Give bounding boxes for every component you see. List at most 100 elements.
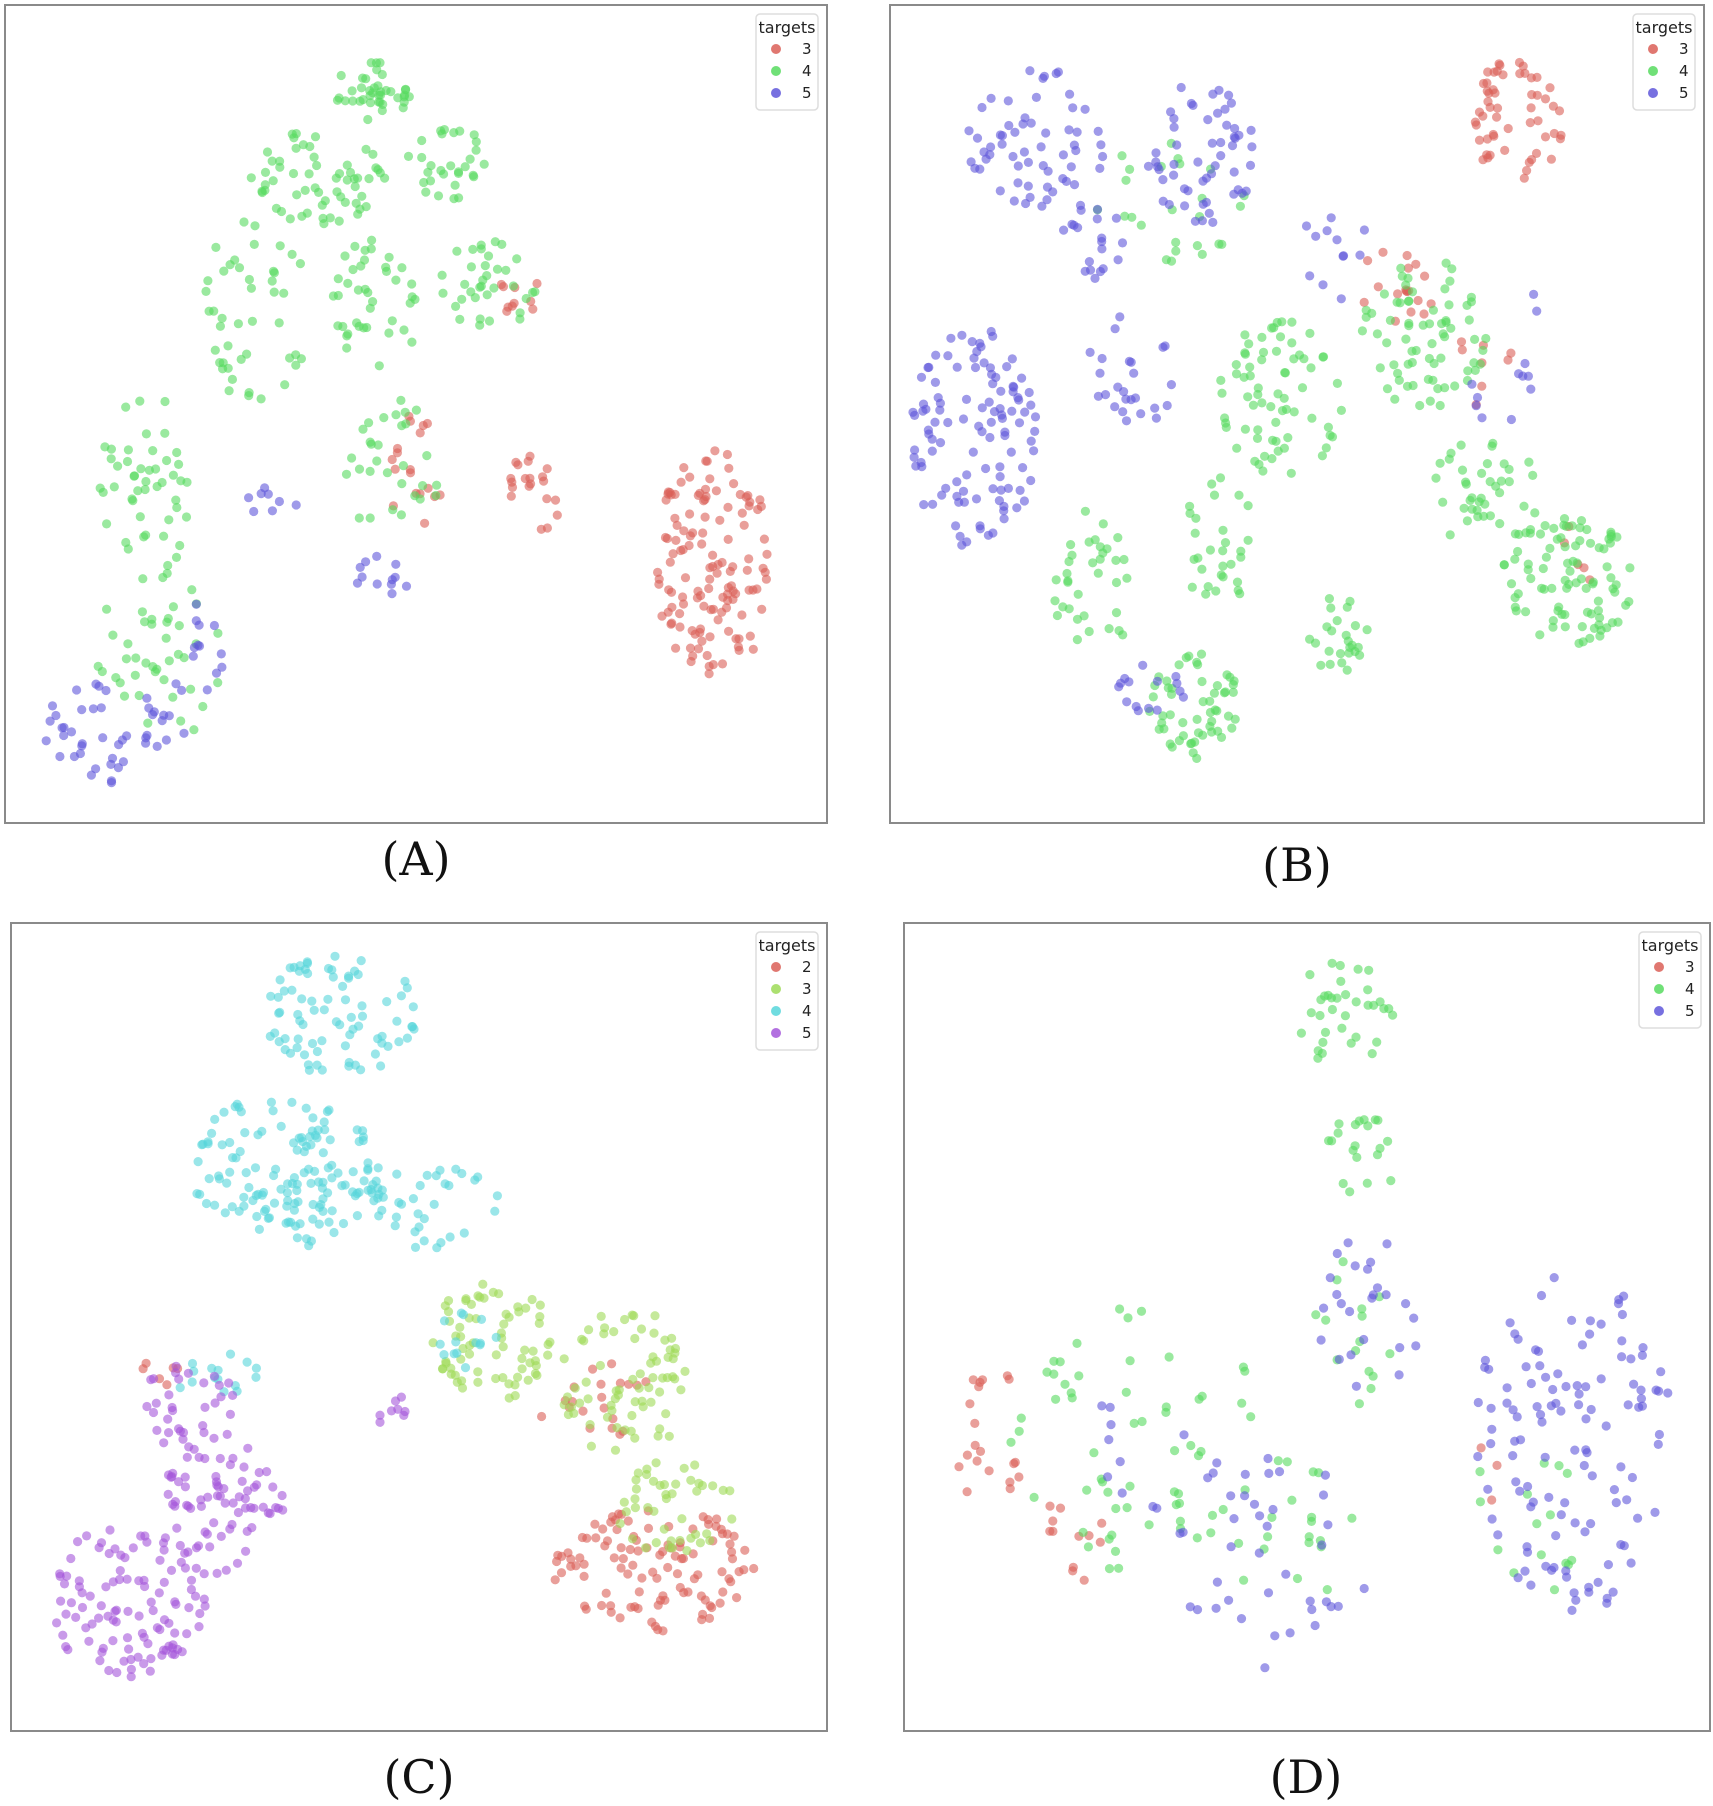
point-target-5 (148, 1605, 158, 1616)
point-target-4 (242, 349, 252, 359)
point-target-5 (1532, 306, 1542, 316)
point-target-4 (415, 1180, 425, 1191)
point-target-5 (969, 353, 979, 363)
point-target-4 (363, 1158, 373, 1168)
point-target-4 (1340, 1011, 1350, 1021)
point-target-4 (391, 1212, 401, 1222)
point-target-3 (737, 610, 747, 620)
point-target-2 (616, 1543, 626, 1553)
point-target-5 (1015, 485, 1025, 495)
point-target-3 (728, 562, 738, 572)
point-target-3 (713, 615, 723, 625)
point-target-5 (122, 1633, 133, 1643)
point-target-5 (1307, 1604, 1317, 1615)
point-target-5 (1567, 1605, 1577, 1615)
point-target-4 (1267, 323, 1277, 333)
point-target-5 (1113, 255, 1123, 265)
point-target-4 (331, 173, 341, 183)
point-target-4 (1362, 1178, 1372, 1188)
point-target-4 (309, 1005, 319, 1015)
point-target-5 (1572, 1381, 1582, 1391)
point-target-5 (1611, 1498, 1621, 1508)
point-target-4 (1307, 1512, 1317, 1522)
point-target-4 (266, 1097, 276, 1107)
point-target-5 (244, 493, 254, 503)
point-target-4 (172, 502, 182, 513)
point-target-4 (1129, 1418, 1139, 1428)
point-target-2 (623, 1516, 633, 1526)
caption-d: (D) (1269, 1750, 1343, 1804)
point-target-5 (1343, 1238, 1353, 1248)
point-target-5 (1246, 125, 1256, 135)
point-target-5 (118, 757, 128, 767)
point-target-5 (174, 1424, 184, 1434)
point-target-5 (1473, 1451, 1483, 1462)
point-target-4 (403, 151, 414, 161)
point-target-4 (300, 185, 310, 195)
point-target-5 (1561, 1381, 1571, 1392)
point-target-5 (220, 1498, 230, 1508)
point-target-4 (106, 454, 116, 464)
point-target-4 (1350, 621, 1360, 631)
point-target-4 (429, 1199, 439, 1209)
point-target-4 (1192, 241, 1202, 251)
point-target-5 (1601, 1421, 1611, 1431)
point-target-5 (126, 1654, 136, 1665)
point-target-5 (180, 1472, 190, 1482)
point-target-5 (1207, 138, 1217, 148)
plot-frame (10, 922, 828, 1732)
point-target-3 (701, 491, 711, 502)
point-target-4 (439, 1316, 450, 1326)
point-target-4 (1582, 607, 1593, 617)
point-target-5 (41, 736, 51, 746)
point-target-5 (1626, 1558, 1636, 1568)
point-target-3 (661, 1409, 671, 1419)
point-target-4 (1446, 323, 1456, 333)
point-target-5 (391, 559, 401, 569)
point-target-4 (338, 981, 348, 991)
point-target-4 (497, 239, 507, 249)
point-target-3 (704, 669, 714, 679)
point-target-4 (340, 197, 350, 207)
point-target-5 (1117, 238, 1128, 248)
point-target-4 (392, 1169, 402, 1179)
point-target-2 (725, 1539, 735, 1549)
point-target-4 (1375, 363, 1385, 373)
point-target-3 (452, 1377, 462, 1387)
point-target-4 (324, 1105, 334, 1115)
point-target-5 (1224, 1595, 1234, 1605)
point-target-4 (157, 477, 167, 488)
point-target-5 (1338, 251, 1349, 261)
point-target-4 (1324, 646, 1334, 656)
point-target-3 (1048, 1516, 1058, 1526)
point-target-3 (498, 1373, 508, 1383)
point-target-5 (263, 489, 273, 499)
point-target-5 (1162, 400, 1172, 411)
point-target-4 (1006, 1437, 1016, 1447)
point-target-5 (375, 1410, 385, 1420)
point-target-5 (1003, 96, 1013, 106)
point-target-3 (667, 602, 677, 612)
point-target-4 (360, 284, 370, 294)
point-target-5 (1025, 66, 1035, 76)
point-target-4 (1357, 326, 1367, 336)
point-target-4 (306, 1178, 316, 1188)
point-target-5 (1179, 1430, 1189, 1440)
point-target-3 (630, 1494, 640, 1504)
point-target-5 (136, 1531, 146, 1541)
point-target-4 (1477, 468, 1487, 478)
point-target-4 (1113, 533, 1123, 543)
point-target-4 (1263, 1532, 1273, 1542)
point-target-4 (287, 249, 297, 259)
point-target-5 (168, 1499, 178, 1509)
point-target-4 (1254, 459, 1264, 469)
point-target-5 (1024, 387, 1034, 398)
point-target-3 (742, 565, 752, 575)
point-target-3 (670, 513, 680, 523)
point-target-3 (1413, 295, 1423, 306)
point-target-4 (1332, 993, 1342, 1003)
point-target-4 (1595, 613, 1605, 623)
point-target-5 (171, 679, 181, 689)
point-target-4 (1240, 424, 1250, 434)
point-target-5 (57, 723, 67, 733)
